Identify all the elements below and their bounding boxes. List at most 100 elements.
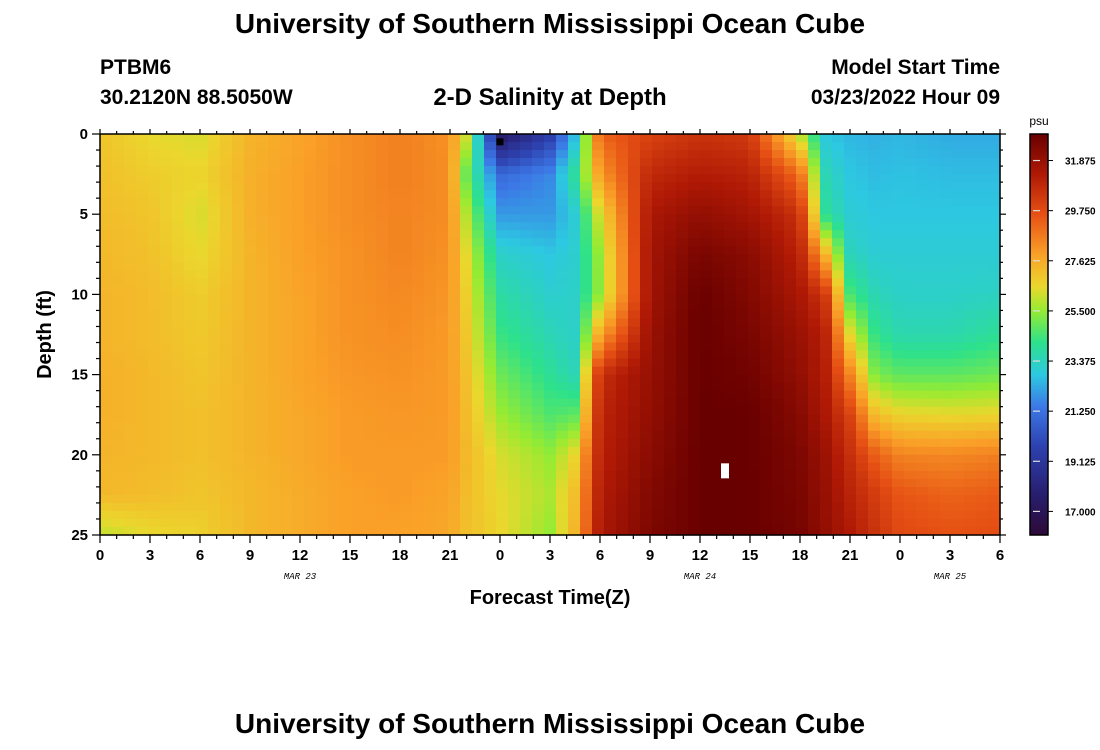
heatmap-cell xyxy=(124,278,137,287)
heatmap-cell xyxy=(760,302,773,312)
heatmap-cell xyxy=(604,374,617,384)
heatmap-cell xyxy=(652,286,665,295)
heatmap-cell xyxy=(604,414,617,424)
heatmap-cell xyxy=(544,406,557,416)
heatmap-cell xyxy=(160,310,173,320)
heatmap-cell xyxy=(136,398,149,408)
heatmap-cell xyxy=(712,326,725,336)
heatmap-cell xyxy=(964,198,977,207)
heatmap-cell xyxy=(352,350,365,360)
heatmap-cell xyxy=(844,414,857,424)
heatmap-cell xyxy=(160,198,173,207)
heatmap-cell xyxy=(664,166,677,175)
heatmap-cell xyxy=(904,342,917,352)
heatmap-cell xyxy=(868,366,881,376)
heatmap-cell xyxy=(784,478,797,488)
heatmap-cell xyxy=(592,214,605,223)
heatmap-cell xyxy=(628,190,641,199)
heatmap-cell xyxy=(772,374,785,384)
heatmap-cell xyxy=(856,358,869,368)
heatmap-cell xyxy=(652,430,665,440)
heatmap-cell xyxy=(856,318,869,328)
heatmap-cell xyxy=(976,334,989,344)
heatmap-cell xyxy=(856,502,869,512)
heatmap-cell xyxy=(796,198,809,207)
heatmap-cell xyxy=(940,374,953,384)
heatmap-cell xyxy=(796,246,809,255)
heatmap-cell xyxy=(268,518,281,528)
heatmap-cell xyxy=(964,430,977,440)
heatmap-cell xyxy=(388,246,401,255)
heatmap-cell xyxy=(268,382,281,392)
heatmap-cell xyxy=(280,414,293,424)
heatmap-cell xyxy=(796,366,809,376)
heatmap-cell xyxy=(376,454,389,464)
heatmap-cell xyxy=(412,262,425,271)
heatmap-cell xyxy=(568,158,581,167)
heatmap-cell xyxy=(352,518,365,528)
heatmap-cell xyxy=(304,158,317,167)
heatmap-cell xyxy=(520,462,533,472)
heatmap-cell xyxy=(820,382,833,392)
heatmap-cell xyxy=(724,510,737,520)
heatmap-cell xyxy=(268,422,281,432)
heatmap-cell xyxy=(148,446,161,456)
heatmap-cell xyxy=(976,422,989,432)
heatmap-cell xyxy=(832,382,845,392)
heatmap-cell xyxy=(424,254,437,263)
heatmap-cell xyxy=(760,438,773,448)
heatmap-cell xyxy=(100,494,113,504)
heatmap-cell xyxy=(328,294,341,304)
heatmap-cell xyxy=(544,174,557,183)
heatmap-cell xyxy=(460,158,473,167)
heatmap-cell xyxy=(304,406,317,416)
heatmap-cell xyxy=(952,334,965,344)
heatmap-cell xyxy=(724,302,737,312)
heatmap-cell xyxy=(604,478,617,488)
heatmap-cell xyxy=(292,358,305,368)
heatmap-cell xyxy=(148,254,161,263)
heatmap-cell xyxy=(580,254,593,263)
heatmap-cell xyxy=(988,206,1001,215)
heatmap-cell xyxy=(196,294,209,304)
heatmap-cell xyxy=(988,230,1001,239)
heatmap-cell xyxy=(352,206,365,215)
heatmap-cell xyxy=(676,334,689,344)
heatmap-cell xyxy=(904,310,917,320)
heatmap-cell xyxy=(568,238,581,247)
heatmap-cell xyxy=(940,206,953,215)
heatmap-cell xyxy=(652,406,665,416)
heatmap-cell xyxy=(748,334,761,344)
heatmap-cell xyxy=(448,454,461,464)
heatmap-cell xyxy=(412,342,425,352)
heatmap-cell xyxy=(868,182,881,191)
heatmap-cell xyxy=(748,382,761,392)
heatmap-cell xyxy=(256,294,269,304)
heatmap-cell xyxy=(280,454,293,464)
heatmap-cell xyxy=(736,374,749,384)
heatmap-cell xyxy=(976,470,989,480)
heatmap-cell xyxy=(316,422,329,432)
heatmap-cell xyxy=(640,366,653,376)
heatmap-cell xyxy=(328,198,341,207)
heatmap-cell xyxy=(484,382,497,392)
heatmap-cell xyxy=(952,174,965,183)
heatmap-cell xyxy=(592,390,605,400)
heatmap-cell xyxy=(892,422,905,432)
heatmap-cell xyxy=(148,318,161,328)
heatmap-cell xyxy=(544,158,557,167)
heatmap-cell xyxy=(964,494,977,504)
heatmap-cell xyxy=(220,438,233,448)
heatmap-cell xyxy=(160,142,173,151)
heatmap-cell xyxy=(640,174,653,183)
heatmap-cell xyxy=(376,494,389,504)
heatmap-cell xyxy=(868,174,881,183)
heatmap-cell xyxy=(220,302,233,312)
heatmap-cell xyxy=(304,478,317,488)
heatmap-cell xyxy=(232,526,245,536)
heatmap-cell xyxy=(892,526,905,536)
heatmap-cell xyxy=(844,286,857,295)
heatmap-cell xyxy=(376,398,389,408)
heatmap-cell xyxy=(220,206,233,215)
heatmap-cell xyxy=(460,318,473,328)
